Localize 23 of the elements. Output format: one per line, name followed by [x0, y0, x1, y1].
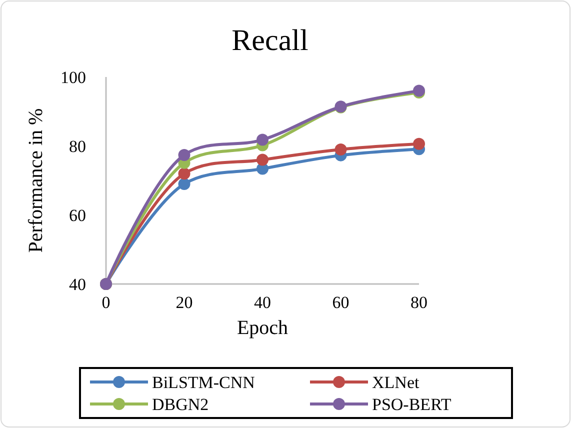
x-tick-label: 80	[410, 293, 428, 312]
point	[256, 154, 268, 166]
x-tick-label: 40	[254, 293, 271, 312]
point	[178, 168, 190, 180]
legend-label: BiLSTM-CNN	[152, 372, 255, 392]
point	[178, 178, 190, 190]
point	[413, 138, 425, 150]
x-tick-label: 0	[102, 293, 110, 312]
legend-label: PSO-BERT	[372, 394, 452, 414]
y-tick-label: 100	[60, 68, 86, 87]
point	[334, 143, 347, 156]
point	[178, 148, 190, 161]
legend-label: DBGN2	[152, 394, 209, 414]
x-tick-label: 20	[176, 293, 193, 312]
y-axis-title: Performance in %	[25, 108, 47, 253]
y-tick-label: 40	[69, 274, 86, 294]
y-tick-label: 60	[69, 206, 86, 225]
point	[256, 134, 268, 146]
x-axis-title: Epoch	[236, 317, 288, 339]
chart-title: Recall	[232, 24, 308, 57]
y-tick-label: 80	[69, 136, 86, 156]
legend-label: XLNet	[372, 372, 420, 392]
x-tick-label: 60	[332, 293, 350, 312]
